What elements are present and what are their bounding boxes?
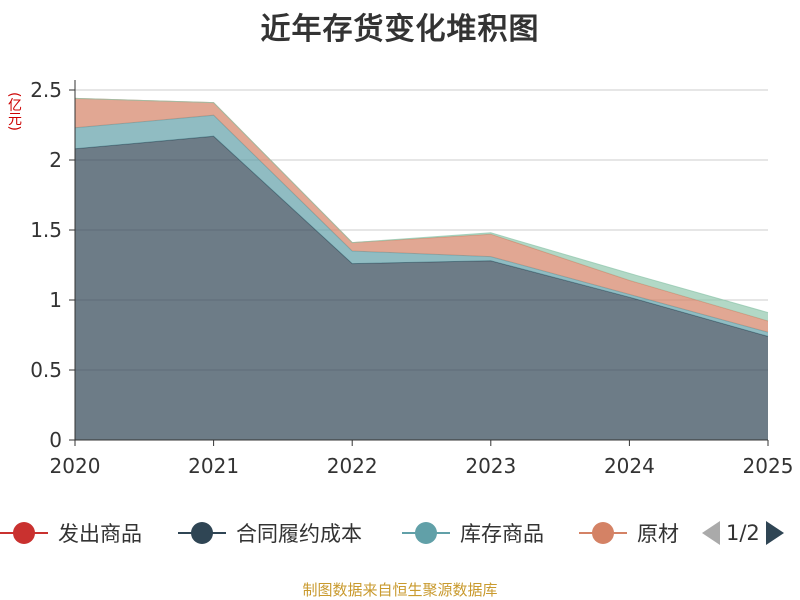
y-tick-label: 1 <box>49 288 62 312</box>
x-tick-label: 2024 <box>604 454 655 478</box>
legend-label: 合同履约成本 <box>236 522 362 546</box>
legend-label: 发出商品 <box>58 522 142 546</box>
data-source-footer: 制图数据来自恒生聚源数据库 <box>302 581 498 599</box>
y-tick-label: 2.5 <box>30 78 62 102</box>
legend-item-0[interactable]: 发出商品 <box>0 518 142 548</box>
y-axis-unit-label: (亿元) <box>6 92 22 131</box>
x-tick-label: 2021 <box>188 454 239 478</box>
legend-item-2[interactable]: 库存商品 <box>402 518 544 548</box>
x-tick-label: 2020 <box>50 454 101 478</box>
arrow-left-icon[interactable] <box>700 518 722 548</box>
legend-item-3[interactable]: 原材 <box>579 518 683 548</box>
axis-layer <box>69 80 769 446</box>
y-tick-label: 2 <box>49 148 62 172</box>
area-layer <box>74 97 769 440</box>
legend: 发出商品 合同履约成本 库存商品 原材 1/2 <box>0 512 800 556</box>
area-series-3 <box>75 98 768 322</box>
legend-dot <box>13 522 35 544</box>
legend-label: 原材 <box>637 522 679 546</box>
x-tick-label: 2025 <box>743 454 794 478</box>
legend-swatch <box>402 518 450 548</box>
arrow-right-icon[interactable] <box>764 518 786 548</box>
area-series-1 <box>75 115 768 337</box>
legend-dot <box>592 522 614 544</box>
chart-title: 近年存货变化堆积图 <box>260 12 540 47</box>
legend-swatch <box>579 518 627 548</box>
label-layer: 0 0.5 1 1.5 2 2.5 2020 2021 2022 2023 2024 2025 <box>30 78 793 478</box>
x-tick-label: 2023 <box>465 454 516 478</box>
y-tick-label: 1.5 <box>30 218 62 242</box>
legend-dot <box>415 522 437 544</box>
y-tick-label: 0.5 <box>30 358 62 382</box>
legend-swatch <box>178 518 226 548</box>
y-tick-label: 0 <box>49 428 62 452</box>
legend-swatch <box>0 518 48 548</box>
legend-dot <box>191 522 213 544</box>
legend-item-1[interactable]: 合同履约成本 <box>178 518 362 548</box>
legend-label: 库存商品 <box>460 522 544 546</box>
legend-pager: 1/2 <box>700 518 786 548</box>
area-series-0 <box>75 136 768 440</box>
legend-page-indicator: 1/2 <box>726 521 760 545</box>
stacked-area-chart: 0 0.5 1 1.5 2 2.5 2020 2021 2022 2023 2024 2025 <box>30 78 793 478</box>
area-series-2 <box>75 98 768 333</box>
x-tick-label: 2022 <box>327 454 378 478</box>
area-series-line-3 <box>74 97 769 314</box>
